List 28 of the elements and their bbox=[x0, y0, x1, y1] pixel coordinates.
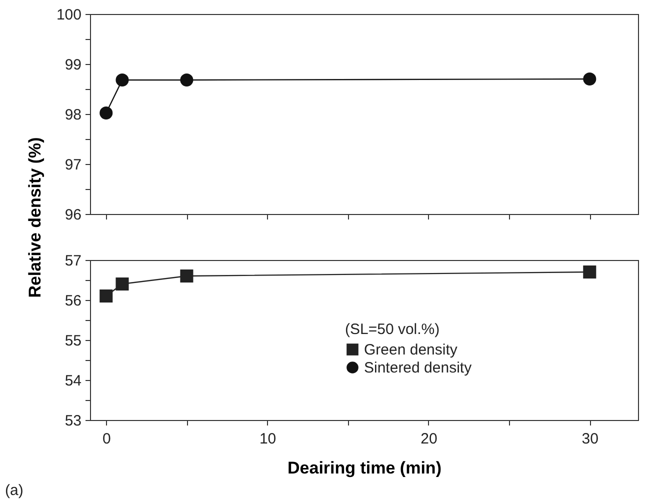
y-tick-label: 99 bbox=[64, 56, 82, 74]
y-axis-title: Relative density (%) bbox=[25, 137, 44, 298]
y-tick-label: 53 bbox=[64, 412, 82, 430]
point bbox=[100, 106, 113, 120]
point bbox=[116, 73, 129, 87]
y-tick-label: 56 bbox=[64, 292, 82, 310]
point bbox=[180, 269, 194, 283]
x-axis-title: Deairing time (min) bbox=[288, 458, 442, 478]
y-tick-label: 97 bbox=[64, 156, 82, 174]
y-tick-label: 55 bbox=[64, 332, 82, 350]
y-tick-label: 98 bbox=[64, 106, 82, 124]
x-tick-label: 0 bbox=[102, 430, 111, 448]
y-tick-label: 96 bbox=[64, 206, 82, 224]
point bbox=[583, 72, 596, 86]
legend-title: (SL=50 vol.%) bbox=[345, 321, 440, 338]
text: (a) bbox=[5, 482, 24, 499]
point bbox=[100, 289, 113, 303]
point bbox=[583, 265, 596, 279]
y-tick-label: 100 bbox=[56, 6, 82, 24]
point bbox=[116, 277, 129, 291]
x-tick-label: 10 bbox=[259, 430, 276, 448]
x-tick-label: 30 bbox=[582, 430, 598, 448]
legend-label: Sintered density bbox=[364, 360, 472, 376]
point bbox=[180, 73, 194, 87]
x-tick-label: 20 bbox=[420, 430, 438, 448]
legend-label: Green density bbox=[364, 342, 458, 358]
y-tick-label: 57 bbox=[64, 252, 82, 270]
y-tick-label: 54 bbox=[64, 372, 82, 390]
